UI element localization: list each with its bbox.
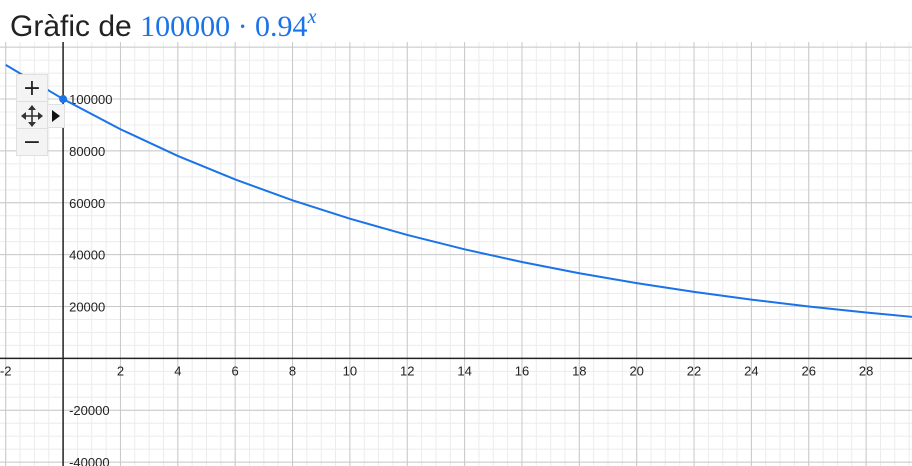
minor-grid <box>0 42 912 466</box>
x-tick-label: 18 <box>572 363 586 378</box>
function-graph[interactable]: -2 2 4 6 8 10 12 14 16 18 20 22 24 26 2810000080000600… <box>0 42 912 466</box>
pan-move-icon <box>21 105 43 127</box>
x-tick-label: 4 <box>174 363 181 378</box>
x-tick-label: 14 <box>457 363 471 378</box>
y-tick-label: 80000 <box>69 144 105 159</box>
zoom-in-button[interactable]: + <box>16 74 48 102</box>
formula-base: 100000 · 0.94 <box>140 10 308 43</box>
major-grid <box>0 42 912 466</box>
formula-exponent: x <box>307 6 317 28</box>
x-tick-label: 12 <box>400 363 414 378</box>
x-tick-label: 24 <box>744 363 758 378</box>
page-title: Gràfic de 100000 · 0.94x <box>10 0 316 43</box>
x-tick-label: 28 <box>859 363 873 378</box>
title-prefix: Gràfic de <box>10 10 132 43</box>
y-intercept-point <box>59 95 68 104</box>
x-tick-label: 20 <box>629 363 643 378</box>
y-tick-label: 40000 <box>69 248 105 263</box>
y-tick-label: 100000 <box>69 92 112 107</box>
title-formula: 100000 · 0.94x <box>140 6 316 43</box>
triangle-right-icon <box>52 110 60 122</box>
x-tick-label: 22 <box>687 363 701 378</box>
x-tick-label: 2 <box>117 363 124 378</box>
y-tick-label: 20000 <box>69 300 105 315</box>
curve-line <box>5 64 912 318</box>
pan-button[interactable] <box>16 101 48 131</box>
x-tick-label: 6 <box>232 363 239 378</box>
axes <box>0 42 912 466</box>
x-tick-label: 16 <box>515 363 529 378</box>
zoom-out-button[interactable]: − <box>16 128 48 156</box>
x-tick-label: 10 <box>343 363 357 378</box>
y-tick-label: -40000 <box>69 455 109 466</box>
x-tick-label: -2 <box>0 363 12 378</box>
x-tick-label: 26 <box>802 363 816 378</box>
zoom-out-icon: − <box>22 129 42 155</box>
curve-layer <box>5 64 912 318</box>
zoom-in-icon: + <box>22 75 42 101</box>
tick-labels: -2 2 4 6 8 10 12 14 16 18 20 22 24 26 2810000080000600… <box>0 92 873 466</box>
x-tick-label: 8 <box>289 363 296 378</box>
pan-expand-button[interactable] <box>47 104 65 128</box>
y-tick-label: 60000 <box>69 196 105 211</box>
y-tick-label: -20000 <box>69 403 109 418</box>
